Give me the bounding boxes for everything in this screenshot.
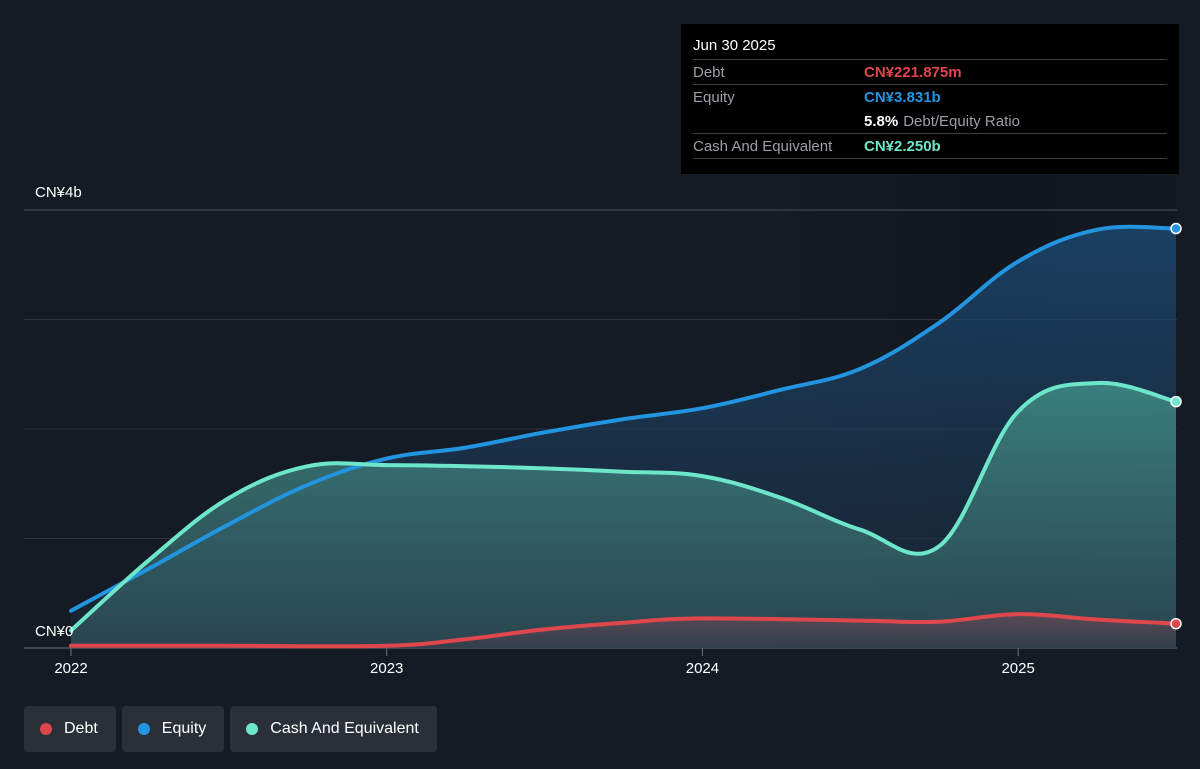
equity-end-marker — [1170, 222, 1182, 235]
tooltip-equity-label: Equity — [693, 88, 735, 106]
tooltip-ratio-value: 5.8% — [864, 112, 899, 130]
lines — [69, 224, 1178, 649]
x-tick-label: 2023 — [370, 660, 403, 677]
x-tick-label: 2025 — [1001, 660, 1034, 677]
tooltip: Jun 30 2025 Debt CN¥221.875m Equity CN¥3… — [681, 24, 1179, 174]
cash-area — [71, 382, 1176, 648]
legend-cash-label: Cash And Equivalent — [270, 720, 419, 737]
tooltip-ratio-label: Debt/Equity Ratio — [903, 112, 1020, 130]
legend-item-equity[interactable]: Equity — [121, 706, 225, 752]
tooltip-row-cash: Cash And Equivalent CN¥2.250b — [693, 133, 1167, 159]
legend: Debt Equity Cash And Equivalent — [24, 706, 437, 752]
tooltip-equity-value: CN¥3.831b — [864, 88, 941, 106]
markers — [1170, 222, 1182, 630]
legend-debt-label: Debt — [64, 720, 98, 737]
legend-item-debt[interactable]: Debt — [24, 706, 116, 752]
equity-dot-icon — [137, 723, 150, 735]
debt-dot-icon — [40, 723, 52, 735]
tooltip-row-ratio: 5.8% Debt/Equity Ratio — [693, 109, 1167, 133]
tooltip-date: Jun 30 2025 — [693, 37, 776, 54]
debt-end-marker — [1170, 617, 1182, 630]
y-axis-label-bottom: CN¥0 — [35, 623, 73, 640]
x-tick-label: 2024 — [686, 660, 719, 677]
cash-line — [69, 380, 1178, 633]
tooltip-cash-label: Cash And Equivalent — [693, 137, 833, 155]
legend-item-cash[interactable]: Cash And Equivalent — [230, 706, 437, 752]
tooltip-row-debt: Debt CN¥221.875m — [693, 59, 1167, 84]
debt-line — [69, 612, 1178, 649]
areas — [71, 226, 1176, 648]
cash-dot-icon — [246, 723, 259, 735]
tooltip-debt-value: CN¥221.875m — [864, 63, 962, 81]
equity-line — [69, 224, 1178, 613]
legend-equity-label: Equity — [161, 720, 207, 737]
tooltip-row-equity: Equity CN¥3.831b — [693, 84, 1167, 109]
cash-end-marker — [1170, 395, 1182, 408]
x-axis: 2022 2023 2024 2025 — [54, 648, 1035, 677]
tooltip-cash-value: CN¥2.250b — [864, 137, 941, 155]
y-axis-label-top: CN¥4b — [35, 184, 82, 201]
tooltip-debt-label: Debt — [693, 63, 725, 81]
x-tick-label: 2022 — [54, 660, 87, 677]
